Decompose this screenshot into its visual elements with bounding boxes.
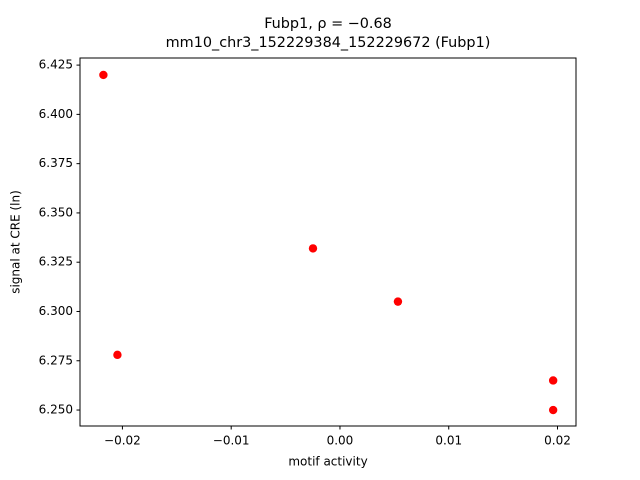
chart-title: Fubp1, ρ = −0.68 — [264, 16, 392, 32]
x-tick-label: 0.01 — [435, 434, 462, 448]
scatter-point — [99, 70, 108, 80]
scatter-point — [548, 376, 558, 385]
y-tick-label: 6.350 — [39, 205, 73, 219]
y-axis-label: signal at CRE (ln) — [9, 190, 23, 294]
x-tick-label: 0.00 — [327, 434, 354, 448]
y-tick-label: 6.400 — [39, 107, 73, 121]
scatter-point — [308, 244, 318, 253]
y-tick-label: 6.300 — [39, 304, 73, 318]
y-tick-label: 6.250 — [39, 403, 73, 417]
x-axis-label: motif activity — [288, 455, 367, 469]
x-tick-label: −0.01 — [213, 434, 250, 448]
chart-subtitle: mm10_chr3_152229384_152229672 (Fubp1) — [166, 35, 491, 51]
y-tick-label: 6.275 — [39, 353, 73, 367]
y-tick-label: 6.375 — [39, 156, 73, 170]
scatter-point — [548, 405, 558, 415]
y-tick-label: 6.425 — [39, 58, 73, 72]
scatter-point — [393, 297, 403, 306]
axes-frame — [79, 57, 577, 427]
y-tick-label: 6.325 — [39, 255, 73, 269]
scatter-point — [113, 350, 122, 360]
x-tick-label: −0.02 — [104, 434, 141, 448]
x-tick-label: 0.02 — [544, 434, 571, 448]
